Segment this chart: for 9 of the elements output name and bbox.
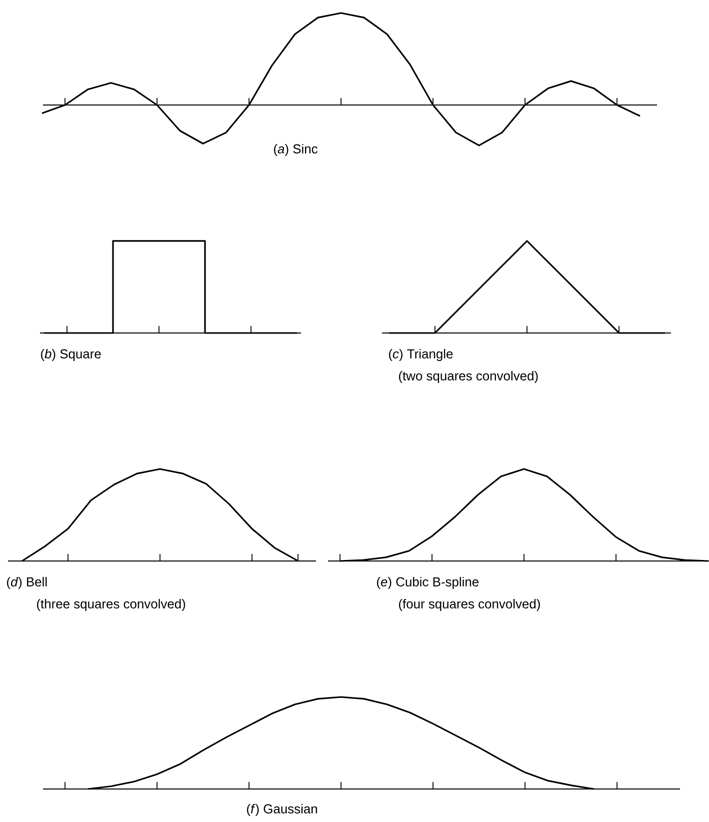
text: (four squares convolved)	[398, 598, 540, 612]
text: (f) Gaussian	[246, 804, 317, 816]
text: (two squares convolved)	[398, 370, 538, 384]
text: (d) Bell	[6, 576, 47, 590]
text: (e) Cubic B-spline	[376, 576, 479, 590]
text: (c) Triangle	[388, 348, 453, 362]
text: (a) Sinc	[274, 144, 318, 156]
text: (three squares convolved)	[36, 598, 186, 612]
text: (b) Square	[40, 348, 101, 362]
